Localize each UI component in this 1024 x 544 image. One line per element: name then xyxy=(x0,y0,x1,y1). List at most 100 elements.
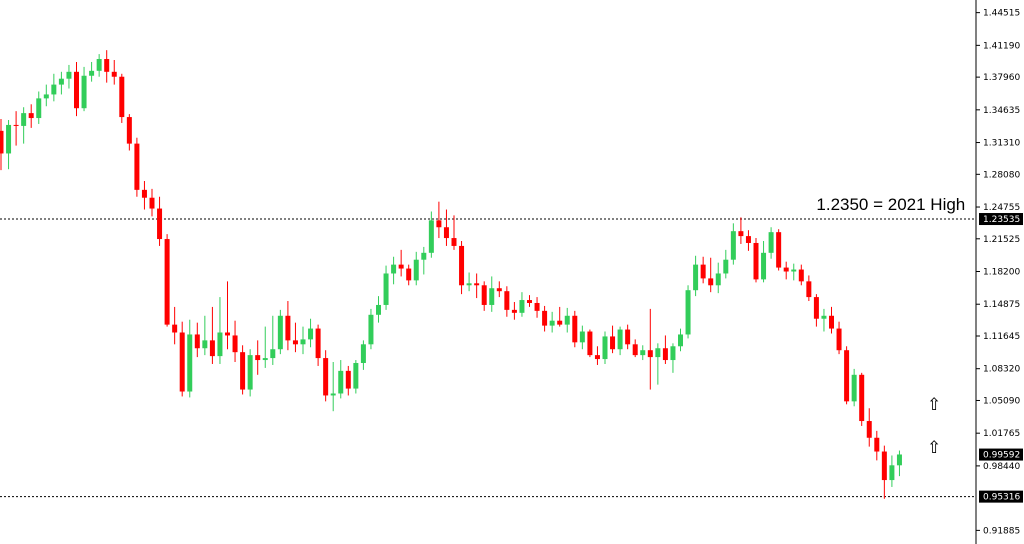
candle-body xyxy=(443,227,449,239)
candle-body xyxy=(776,232,782,268)
candle-body xyxy=(889,465,895,481)
tick-label: 1.05090 xyxy=(983,396,1020,406)
candle xyxy=(209,306,215,364)
candle-body xyxy=(632,344,638,356)
candle-body xyxy=(745,236,751,243)
price-tag: 1.23535 xyxy=(979,213,1023,226)
candle-body xyxy=(164,239,170,325)
candle xyxy=(240,345,246,395)
candle xyxy=(874,430,880,461)
candle-body xyxy=(851,374,857,402)
candle-body xyxy=(527,300,532,303)
tick-label: 1.14875 xyxy=(983,300,1020,310)
candle xyxy=(640,345,646,361)
candle xyxy=(474,273,480,299)
candle-body xyxy=(421,252,427,260)
candle-body xyxy=(685,290,691,335)
tick-label: 0.98440 xyxy=(983,462,1020,472)
tick-label: 1.21525 xyxy=(983,235,1020,245)
candle xyxy=(783,261,789,280)
candle xyxy=(436,201,442,239)
candle-body xyxy=(753,242,759,280)
candle xyxy=(730,223,736,265)
candle-body xyxy=(285,315,291,341)
candle-body xyxy=(149,197,155,209)
candle xyxy=(836,321,842,355)
candle xyxy=(134,137,140,197)
candle xyxy=(28,104,34,128)
candle-body xyxy=(647,350,653,358)
price-tag: 0.95316 xyxy=(979,490,1023,503)
candle-body xyxy=(693,264,699,291)
candle xyxy=(262,326,268,368)
candle-body xyxy=(859,374,865,422)
candle-body xyxy=(700,264,706,279)
candle-body xyxy=(43,94,49,99)
candle xyxy=(270,315,276,365)
candle-body xyxy=(436,220,442,228)
candle xyxy=(700,256,706,284)
candle-body xyxy=(277,315,283,350)
price-tag: 0.99592 xyxy=(979,448,1023,461)
candle-body xyxy=(232,335,238,353)
candle xyxy=(738,217,744,244)
candle xyxy=(157,196,163,246)
candle xyxy=(6,120,12,170)
candle-body xyxy=(557,320,563,325)
candle-body xyxy=(338,370,344,394)
candle-body xyxy=(836,328,842,351)
candle-body xyxy=(881,451,887,481)
candle xyxy=(625,324,631,350)
candle-body xyxy=(315,328,321,359)
candle xyxy=(496,281,502,298)
candle-body xyxy=(761,252,767,280)
candle xyxy=(285,301,291,351)
candle xyxy=(859,372,865,426)
tick-label: 1.37960 xyxy=(983,73,1020,83)
tick-label: 0.91885 xyxy=(983,526,1020,536)
price-tag-box xyxy=(979,213,1023,226)
annotation-label: 1.2350 = 2021 High xyxy=(816,195,965,214)
candle xyxy=(761,241,767,283)
candle xyxy=(398,249,404,277)
candle xyxy=(564,307,570,333)
candle-body xyxy=(662,348,668,361)
candle-body xyxy=(413,259,419,281)
candle xyxy=(119,73,125,123)
candle-body xyxy=(798,269,804,282)
candle xyxy=(58,71,64,95)
up-arrow-icon: ⇧ xyxy=(927,395,941,415)
candle-body xyxy=(466,283,472,286)
candle-body xyxy=(179,332,185,392)
candle-body xyxy=(345,370,351,389)
candle-body xyxy=(28,113,34,119)
candle-body xyxy=(172,324,178,333)
candle-body xyxy=(572,315,578,343)
candle-body xyxy=(157,208,163,240)
candle xyxy=(670,343,676,373)
candle xyxy=(360,340,366,370)
candle-body xyxy=(723,259,729,274)
candle-body xyxy=(225,332,230,336)
candle-body xyxy=(715,273,721,286)
candle xyxy=(844,346,850,405)
candle xyxy=(610,325,616,354)
candle xyxy=(202,315,208,356)
candle xyxy=(587,329,593,358)
price-tag-label: 0.99592 xyxy=(983,451,1020,461)
candle xyxy=(602,331,608,364)
tick-label: 1.01765 xyxy=(983,429,1020,439)
candle xyxy=(338,360,344,399)
candle xyxy=(111,60,117,85)
candle xyxy=(194,322,200,358)
candle-body xyxy=(534,302,540,311)
candle xyxy=(277,309,283,355)
candle-body xyxy=(829,315,834,329)
tick-label: 1.24755 xyxy=(983,203,1020,213)
candle xyxy=(594,346,600,365)
candle-body xyxy=(594,355,600,360)
candle xyxy=(345,365,351,396)
candle-body xyxy=(376,304,381,315)
candle xyxy=(542,305,548,332)
candle-body xyxy=(21,113,27,126)
